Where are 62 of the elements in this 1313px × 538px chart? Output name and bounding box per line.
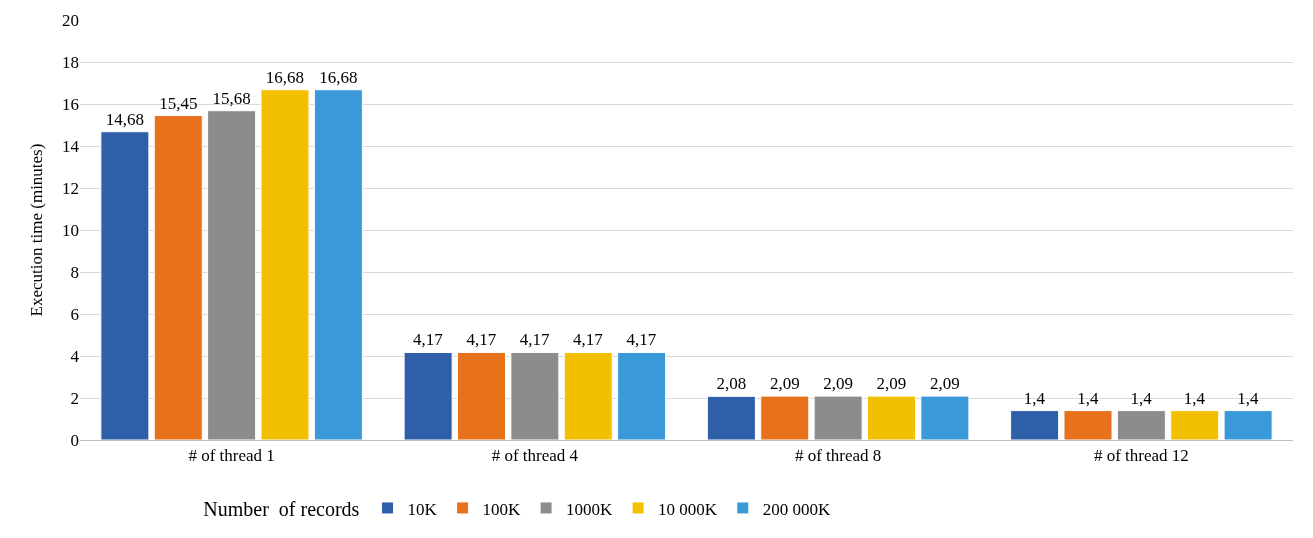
bar <box>1170 410 1220 440</box>
bar <box>403 351 453 440</box>
data-label: 2,09 <box>929 374 960 394</box>
data-label: 4,17 <box>466 330 497 350</box>
legend-title: Number of records <box>203 498 360 521</box>
data-label: 15,45 <box>159 93 198 113</box>
data-label: 4,17 <box>519 330 550 350</box>
bar <box>456 351 507 440</box>
y-tick-label: 12 <box>62 178 79 198</box>
y-axis-title: Execution time (minutes) <box>26 143 46 317</box>
bar <box>866 395 917 440</box>
data-label: 14,68 <box>105 109 145 129</box>
data-label: 1,4 <box>1183 388 1206 408</box>
data-label: 2,09 <box>876 374 907 394</box>
data-label: 1,4 <box>1130 388 1153 408</box>
y-tick-label: 18 <box>62 52 79 72</box>
data-label: 4,17 <box>573 330 604 350</box>
bar <box>760 395 810 440</box>
bar <box>1063 410 1113 440</box>
data-label: 2,09 <box>769 374 800 394</box>
bar <box>510 351 560 440</box>
data-label: 4,17 <box>626 330 657 350</box>
y-tick-label: 6 <box>70 304 79 324</box>
data-label: 2,08 <box>716 374 747 394</box>
y-tick-label: 4 <box>70 346 80 366</box>
bar <box>617 351 667 440</box>
y-tick-label: 20 <box>62 10 79 30</box>
y-tick-label: 0 <box>70 430 79 450</box>
bar <box>313 89 363 440</box>
legend-label: 100K <box>482 499 522 519</box>
y-tick-label: 14 <box>62 136 80 156</box>
data-label: 2,09 <box>823 374 853 394</box>
data-label: 16,68 <box>319 67 358 87</box>
legend-label: 10K <box>407 499 438 519</box>
bar <box>100 131 150 440</box>
x-tick-label: # of thread 1 <box>188 446 275 466</box>
x-tick-label: # of thread 12 <box>1093 446 1189 466</box>
bar <box>1223 410 1273 440</box>
x-tick-label: # of thread 4 <box>491 446 579 466</box>
bar <box>260 89 310 440</box>
legend-label: 10 000K <box>658 499 718 519</box>
bar <box>813 395 863 440</box>
legend-label: 200 000K <box>762 499 832 519</box>
data-label: 15,68 <box>212 88 251 108</box>
bar <box>1010 410 1060 440</box>
data-label: 1,4 <box>1077 388 1099 408</box>
bar <box>920 395 970 440</box>
y-tick-label: 2 <box>70 388 79 408</box>
x-tick-label: # of thread 8 <box>794 446 882 466</box>
data-label: 16,68 <box>265 67 305 87</box>
data-label: 1,4 <box>1237 388 1259 408</box>
bar <box>706 395 756 440</box>
legend-label: 1000K <box>566 499 614 519</box>
y-tick-label: 16 <box>62 94 79 114</box>
bar <box>207 110 257 440</box>
data-label: 4,17 <box>413 330 444 350</box>
y-tick-label: 8 <box>70 262 79 282</box>
bar <box>153 115 203 440</box>
bar <box>1116 410 1166 440</box>
y-tick-label: 10 <box>62 220 79 240</box>
data-label: 1,4 <box>1023 388 1046 408</box>
bar <box>563 351 613 440</box>
